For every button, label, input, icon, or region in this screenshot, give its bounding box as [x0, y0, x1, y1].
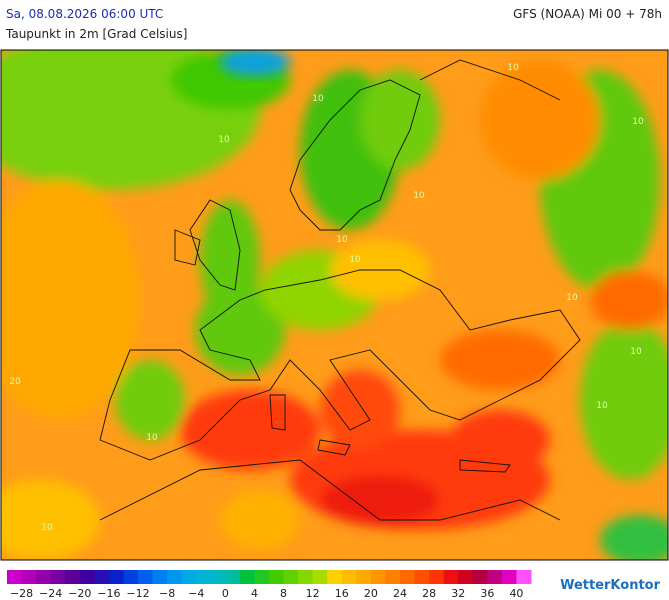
contour-label: 10 — [349, 255, 361, 265]
legend-swatch — [65, 570, 81, 584]
legend-swatch — [138, 570, 154, 584]
legend-swatch — [167, 570, 183, 584]
legend-label: 0 — [222, 587, 229, 600]
parameter: Taupunkt in 2m [Grad Celsius] — [5, 27, 187, 41]
legend-label: 24 — [393, 587, 407, 600]
color-legend: −28 −24 −20 −16 −12 −8 −4 0 4 8 12 16 20 24 28 32 36 40 — [7, 570, 532, 600]
legend-swatch — [429, 570, 445, 584]
legend-swatch — [327, 570, 343, 584]
legend-label: −16 — [97, 587, 120, 600]
legend-swatch — [269, 570, 285, 584]
legend-label: 16 — [335, 587, 349, 600]
legend-label: 12 — [306, 587, 320, 600]
map-frame — [0, 49, 669, 561]
contour-label: 20 — [9, 377, 21, 387]
legend-label: 20 — [364, 587, 378, 600]
legend-swatch — [414, 570, 430, 584]
legend-label: −4 — [188, 587, 204, 600]
legend-swatch — [356, 570, 372, 584]
contour-label: 10 — [507, 63, 519, 73]
legend-label: −28 — [10, 587, 33, 600]
datetime: Sa, 08.08.2026 06:00 UTC — [6, 7, 163, 21]
legend-swatch — [152, 570, 168, 584]
contour-label: 10 — [218, 135, 230, 145]
coastlines — [99, 59, 581, 521]
legend-swatch — [21, 570, 37, 584]
contour-label: 10 — [146, 433, 158, 443]
legend-swatch — [443, 570, 459, 584]
contour-label: 10 — [413, 191, 425, 201]
legend-swatch — [254, 570, 270, 584]
legend-swatch — [225, 570, 241, 584]
contour-label: 10 — [566, 293, 578, 303]
legend-label: −12 — [126, 587, 149, 600]
brand-logo: WetterKontor — [560, 578, 661, 593]
legend-swatch — [501, 570, 517, 584]
legend-swatch — [487, 570, 503, 584]
legend-swatch — [516, 570, 532, 584]
model-run: GFS (NOAA) Mi 00 + 78h — [513, 7, 662, 21]
legend-swatch — [94, 570, 110, 584]
legend-label: −8 — [159, 587, 175, 600]
contour-label: 10 — [336, 235, 348, 245]
legend-label: 28 — [422, 587, 436, 600]
legend-swatch — [370, 570, 386, 584]
legend-swatch — [50, 570, 66, 584]
legend-swatch — [385, 570, 401, 584]
legend-label: −24 — [39, 587, 62, 600]
legend-swatch — [79, 570, 95, 584]
legend-swatch — [298, 570, 314, 584]
legend-swatch — [181, 570, 197, 584]
legend-swatch — [472, 570, 488, 584]
dewpoint-field — [1, 50, 668, 560]
contour-label: 10 — [41, 523, 53, 533]
contour-label: 10 — [596, 401, 608, 411]
legend-label: 32 — [451, 587, 465, 600]
legend-swatch — [458, 570, 474, 584]
legend-swatch — [36, 570, 52, 584]
legend-swatch — [108, 570, 124, 584]
legend-swatch — [283, 570, 299, 584]
legend-swatch — [196, 570, 212, 584]
legend-label: 36 — [480, 587, 494, 600]
legend-swatch — [239, 570, 255, 584]
legend-swatch — [123, 570, 139, 584]
legend-label: 4 — [251, 587, 258, 600]
legend-label: 40 — [509, 587, 523, 600]
contour-label: 10 — [630, 347, 642, 357]
legend-label: 8 — [280, 587, 287, 600]
legend-swatch — [7, 570, 23, 584]
contour-label: 10 — [632, 117, 644, 127]
legend-swatch — [400, 570, 416, 584]
contour-label: 10 — [312, 94, 324, 104]
legend-swatch — [210, 570, 226, 584]
legend-swatch — [341, 570, 357, 584]
legend-label: −20 — [68, 587, 91, 600]
legend-swatch — [312, 570, 328, 584]
